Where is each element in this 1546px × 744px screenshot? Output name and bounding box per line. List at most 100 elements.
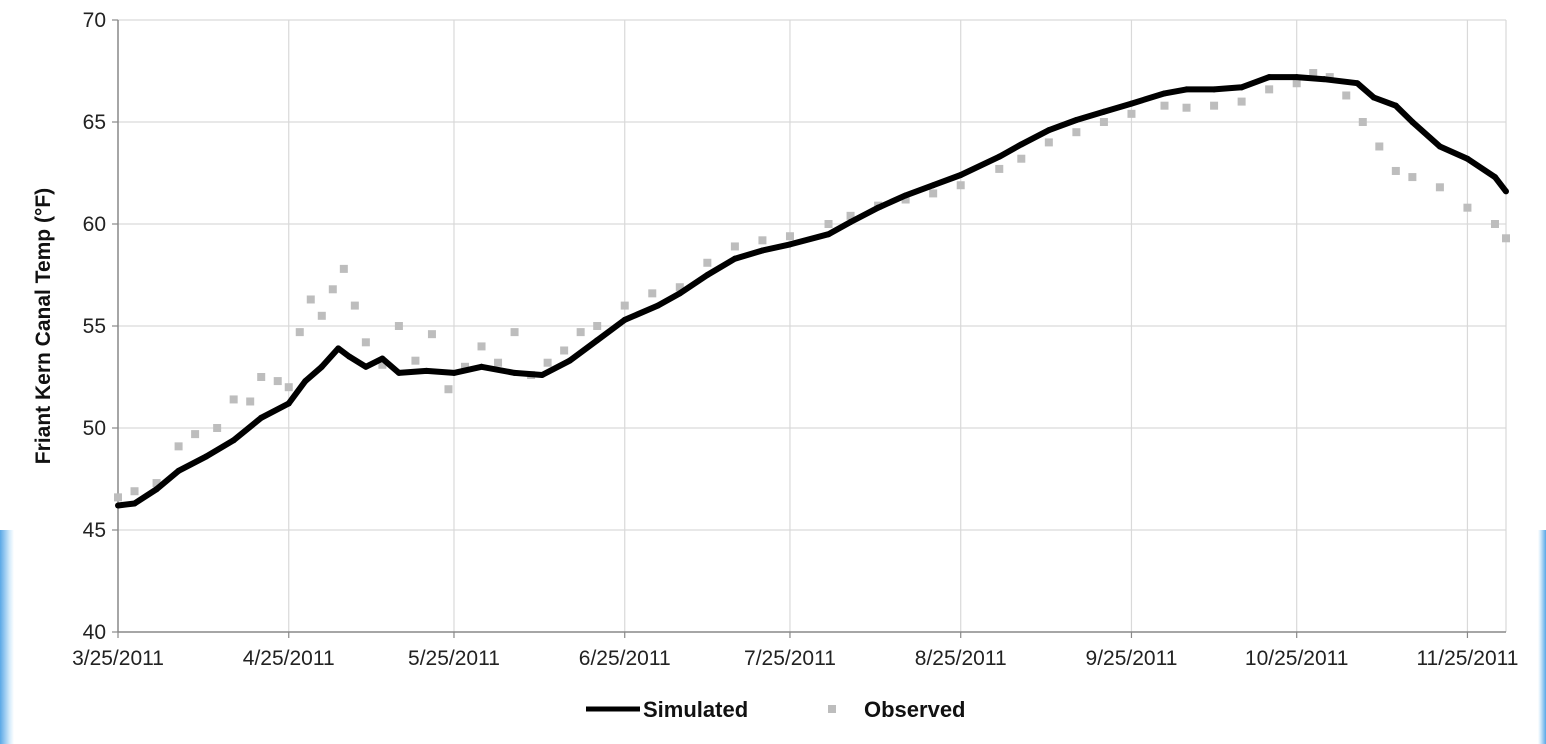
simulated-point <box>957 172 964 179</box>
observed-point <box>273 377 282 386</box>
simulated-point <box>676 290 683 297</box>
observed-point <box>444 385 453 394</box>
simulated-point <box>847 218 854 225</box>
simulated-point <box>1370 94 1377 101</box>
observed-point <box>785 232 794 241</box>
simulated-point <box>230 437 237 444</box>
observed-point <box>361 338 370 347</box>
x-tick-label: 5/25/2011 <box>408 647 500 670</box>
observed-point <box>317 311 326 320</box>
observed-point <box>130 487 139 496</box>
observed-point <box>1099 118 1108 126</box>
observed-point <box>929 189 938 198</box>
simulated-point <box>115 502 121 509</box>
simulated-point <box>153 486 160 493</box>
simulated-point <box>1491 174 1498 181</box>
simulated-point <box>875 204 882 211</box>
simulated-point <box>1128 100 1135 107</box>
simulated-point <box>362 363 369 370</box>
simulated-point <box>1018 141 1025 148</box>
observed-point <box>1435 183 1444 192</box>
simulated-point <box>1409 119 1416 125</box>
x-tick-label: 6/25/2011 <box>579 647 671 670</box>
y-tick-label: 55 <box>83 315 106 338</box>
observed-point <box>114 493 122 502</box>
simulated-point <box>1436 143 1443 150</box>
observed-point <box>378 360 387 369</box>
x-tick-label: 9/25/2011 <box>1086 647 1178 670</box>
legend: Simulated Observed <box>586 697 966 722</box>
observed-point <box>191 430 200 439</box>
simulated-point <box>1161 90 1168 97</box>
simulated-point <box>1293 74 1300 81</box>
y-tick-label: 70 <box>83 9 106 32</box>
observed-point <box>427 330 436 339</box>
observed-point <box>1237 97 1246 106</box>
y-tick-label: 65 <box>83 111 106 134</box>
observed-point <box>306 295 315 304</box>
simulated-point <box>759 247 766 254</box>
observed-point <box>411 356 420 365</box>
observed-point <box>1490 220 1499 228</box>
observed-point <box>246 397 255 406</box>
simulated-point <box>1354 80 1361 87</box>
observed-point <box>494 358 503 367</box>
observed-point <box>593 322 602 330</box>
observed-point <box>152 479 161 488</box>
observed-point <box>1210 101 1219 110</box>
x-tick-label: 8/25/2011 <box>915 647 1007 670</box>
simulated-point <box>731 255 738 262</box>
observed-point <box>1358 118 1367 126</box>
y-tick-label: 45 <box>83 519 106 542</box>
observed-point <box>901 195 910 204</box>
observed-point <box>477 342 486 351</box>
simulated-point <box>131 500 138 507</box>
observed-point <box>730 242 739 251</box>
simulated-point <box>902 192 909 199</box>
observed-point <box>213 424 222 432</box>
observed-point <box>1342 91 1351 100</box>
x-tick-label: 3/25/2011 <box>72 647 164 670</box>
observed-point <box>648 289 657 298</box>
y-axis-label: Friant Kern Canal Temp (°F) <box>32 188 55 464</box>
observed-point <box>560 346 569 355</box>
simulated-point <box>1238 84 1245 91</box>
observed-point <box>1044 138 1053 147</box>
observed-point <box>846 211 855 220</box>
y-tick-label: 40 <box>83 621 106 644</box>
simulated-point <box>1503 188 1509 195</box>
y-tick-labels: 40 45 50 55 60 65 70 <box>83 9 106 644</box>
x-tick-label: 10/25/2011 <box>1245 647 1349 670</box>
simulated-point <box>621 316 628 323</box>
observed-point <box>339 264 348 273</box>
observed-point <box>461 362 469 371</box>
x-tick-label: 4/25/2011 <box>243 647 335 670</box>
observed-point <box>995 164 1004 173</box>
simulated-point <box>285 400 292 407</box>
simulated-point <box>1045 127 1052 134</box>
simulated-line <box>117 74 1509 509</box>
simulated-point <box>203 453 210 460</box>
simulated-point <box>825 231 832 238</box>
observed-point <box>703 258 712 267</box>
simulated-point <box>566 357 573 364</box>
simulated-point <box>996 153 1003 160</box>
simulated-point <box>302 378 309 385</box>
observed-point <box>1182 103 1191 112</box>
observed-point <box>620 301 629 310</box>
simulated-point <box>423 367 430 374</box>
simulated-point <box>450 369 457 376</box>
simulated-point <box>346 353 353 360</box>
simulated-point <box>594 337 601 344</box>
simulated-point <box>258 414 265 421</box>
simulated-point <box>1321 76 1328 83</box>
legend-observed-swatch <box>828 705 836 713</box>
simulated-point <box>395 369 402 376</box>
observed-point <box>956 181 965 190</box>
legend-observed-label: Observed <box>864 697 966 722</box>
observed-point <box>1391 166 1400 175</box>
x-tick-label: 7/25/2011 <box>744 647 836 670</box>
simulated-point <box>511 369 518 376</box>
legend-simulated-label: Simulated <box>643 697 748 722</box>
